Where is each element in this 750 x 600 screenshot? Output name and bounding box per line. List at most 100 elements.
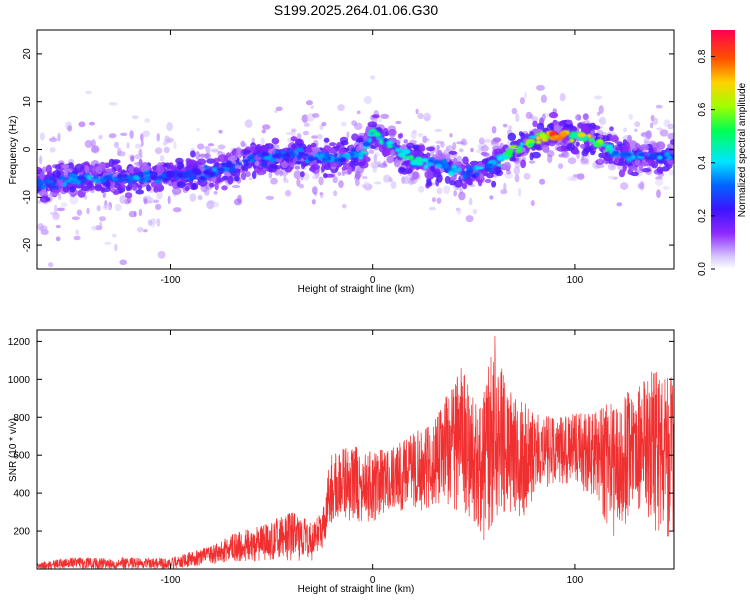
- snr-y-tick-label: 1200: [8, 337, 31, 348]
- spectrogram-speckle: [88, 121, 95, 126]
- spectrogram-cell: [548, 111, 559, 119]
- spectrogram-ridge-blob: [283, 153, 291, 157]
- spectrogram-speckle: [102, 204, 112, 211]
- spectrogram-speckle: [126, 142, 130, 149]
- spectrogram-speckle: [84, 140, 93, 148]
- spectrogram-cell: [524, 133, 530, 140]
- spectrogram-cell: [255, 144, 261, 152]
- spectrogram-speckle: [78, 121, 86, 128]
- spectrogram-cell: [138, 158, 143, 167]
- spectrogram-speckle: [99, 221, 103, 230]
- spectrogram-y-tick-label: 20: [22, 48, 33, 60]
- spectrogram-speckle: [628, 113, 633, 120]
- spectrogram-cell: [176, 181, 186, 188]
- spectrogram-cell: [62, 185, 70, 193]
- spectrogram-ridge-blob: [358, 152, 364, 157]
- spectrogram-cell: [213, 157, 221, 163]
- spectrogram-cell: [281, 161, 288, 168]
- spectrogram-y-tick-label: -10: [22, 190, 33, 205]
- spectrogram-cell: [191, 182, 197, 190]
- spectrogram-speckle: [311, 135, 319, 139]
- spectrogram-speckle: [303, 122, 310, 128]
- spectrogram-speckle: [649, 122, 654, 129]
- spectrogram-ridge-blob: [256, 153, 263, 157]
- spectrogram-speckle: [155, 203, 162, 210]
- spectrogram-speckle: [143, 229, 148, 233]
- spectrogram-cell: [641, 168, 651, 173]
- spectrogram-speckle: [599, 116, 607, 126]
- spectrogram-cell: [495, 165, 502, 175]
- colorbar-tick-label: 0.4: [697, 155, 708, 169]
- spectrogram-cell: [387, 129, 397, 136]
- spectrogram-ridge-blob: [535, 140, 542, 145]
- spectrogram-ridge-blob: [400, 153, 406, 159]
- spectrogram-speckle: [85, 90, 92, 95]
- spectrogram-ridge-blob: [100, 178, 105, 183]
- spectrogram-cell: [445, 153, 451, 163]
- spectrogram-ridge-blob: [528, 135, 538, 139]
- spectrogram-speckle: [260, 137, 265, 146]
- snr-y-tick-label: 400: [13, 489, 30, 500]
- spectrogram-speckle: [189, 193, 197, 202]
- spectrogram-ridge-blob: [137, 172, 145, 177]
- spectrogram-speckle: [49, 147, 56, 153]
- spectrogram-speckle: [290, 128, 297, 133]
- spectrogram-cell: [418, 144, 426, 152]
- spectrogram-ridge-blob: [444, 164, 450, 169]
- spectrogram-ridge-blob: [117, 173, 124, 179]
- spectrogram-speckle: [270, 177, 278, 185]
- spectrogram-ridge-blob: [40, 185, 45, 190]
- spectrogram-cell: [589, 122, 596, 129]
- spectrogram-ridge-blob: [416, 158, 424, 163]
- spectrogram-ridge-blob: [535, 132, 541, 136]
- spectrogram-cell: [69, 186, 76, 193]
- spectrogram-ridge-blob: [333, 157, 341, 162]
- spectrogram-speckle: [285, 189, 292, 197]
- spectrogram-speckle: [634, 121, 641, 128]
- spectrogram-ridge-blob: [527, 142, 535, 147]
- spectrogram-speckle: [283, 175, 287, 181]
- spectrogram-speckle: [108, 102, 118, 106]
- spectrogram-speckle: [134, 153, 143, 160]
- spectrogram-ridge-blob: [434, 163, 443, 168]
- spectrogram-speckle: [98, 134, 103, 140]
- spectrogram-cell: [542, 144, 550, 153]
- spectrogram-y-label: Frequency (Hz): [8, 116, 19, 185]
- spectrogram-ridge-blob: [49, 182, 57, 186]
- spectrogram-cell: [245, 171, 251, 178]
- spectrogram-cell: [227, 175, 234, 185]
- spectrogram-ridge-blob: [189, 174, 196, 178]
- spectrogram-speckle: [531, 116, 539, 122]
- spectrogram-speckle: [251, 137, 255, 144]
- spectrogram-cell: [294, 165, 301, 170]
- spectrogram-cell: [609, 126, 614, 131]
- spectrogram-ridge-blob: [323, 152, 329, 159]
- spectrogram-speckle: [525, 111, 533, 119]
- spectrogram-speckle: [231, 184, 241, 189]
- spectrogram-speckle: [163, 141, 167, 147]
- spectrogram-speckle: [303, 172, 310, 181]
- spectrogram-cell: [354, 170, 361, 180]
- spectrogram-speckle: [333, 190, 338, 197]
- spectrogram-ridge-blob: [587, 138, 595, 142]
- snr-y-tick-label: 800: [13, 413, 30, 424]
- spectrogram-speckle: [567, 157, 577, 165]
- spectrogram-cell: [291, 143, 300, 150]
- spectrogram-speckle: [142, 130, 150, 138]
- spectrogram-ridge-blob: [490, 159, 498, 164]
- spectrogram-speckle: [484, 138, 491, 144]
- spectrogram-ridge-blob: [441, 158, 447, 165]
- spectrogram-speckle: [361, 176, 368, 180]
- spectrogram-speckle: [449, 133, 453, 138]
- spectrogram-ridge-blob: [103, 174, 112, 181]
- spectrogram-speckle: [318, 176, 324, 186]
- spectrogram-speckle: [58, 193, 62, 200]
- spectrogram-cell: [407, 167, 413, 173]
- spectrogram-cell: [323, 172, 328, 179]
- spectrogram-speckle: [143, 198, 148, 205]
- spectrogram-speckle: [655, 176, 663, 180]
- spectrogram-speckle: [408, 180, 415, 185]
- spectrogram-cell: [254, 160, 260, 167]
- spectrogram-cell: [452, 157, 458, 166]
